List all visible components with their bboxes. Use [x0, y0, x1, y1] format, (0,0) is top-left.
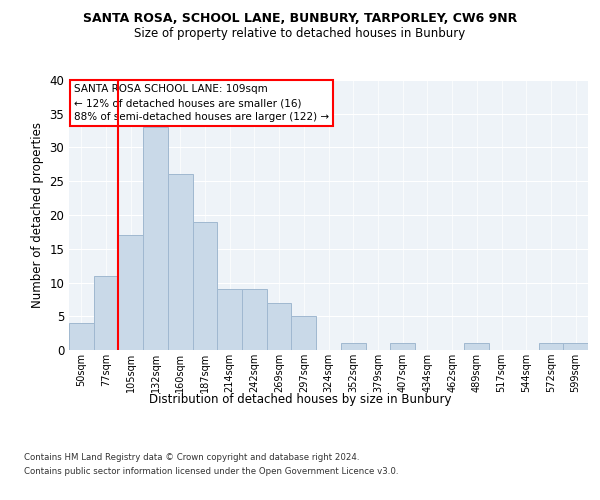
Bar [94, 276, 118, 350]
Bar [341, 343, 365, 350]
Bar [563, 343, 588, 350]
Bar [390, 343, 415, 350]
Bar [168, 174, 193, 350]
Bar [539, 343, 563, 350]
Bar [193, 222, 217, 350]
Bar [242, 289, 267, 350]
Bar [464, 343, 489, 350]
Bar [217, 289, 242, 350]
Text: Size of property relative to detached houses in Bunbury: Size of property relative to detached ho… [134, 28, 466, 40]
Bar [267, 302, 292, 350]
Text: SANTA ROSA, SCHOOL LANE, BUNBURY, TARPORLEY, CW6 9NR: SANTA ROSA, SCHOOL LANE, BUNBURY, TARPOR… [83, 12, 517, 26]
Text: SANTA ROSA SCHOOL LANE: 109sqm
← 12% of detached houses are smaller (16)
88% of : SANTA ROSA SCHOOL LANE: 109sqm ← 12% of … [74, 84, 329, 122]
Text: Contains HM Land Registry data © Crown copyright and database right 2024.: Contains HM Land Registry data © Crown c… [24, 452, 359, 462]
Bar [118, 236, 143, 350]
Bar [69, 323, 94, 350]
Y-axis label: Number of detached properties: Number of detached properties [31, 122, 44, 308]
Bar [143, 127, 168, 350]
Text: Contains public sector information licensed under the Open Government Licence v3: Contains public sector information licen… [24, 468, 398, 476]
Text: Distribution of detached houses by size in Bunbury: Distribution of detached houses by size … [149, 392, 451, 406]
Bar [292, 316, 316, 350]
